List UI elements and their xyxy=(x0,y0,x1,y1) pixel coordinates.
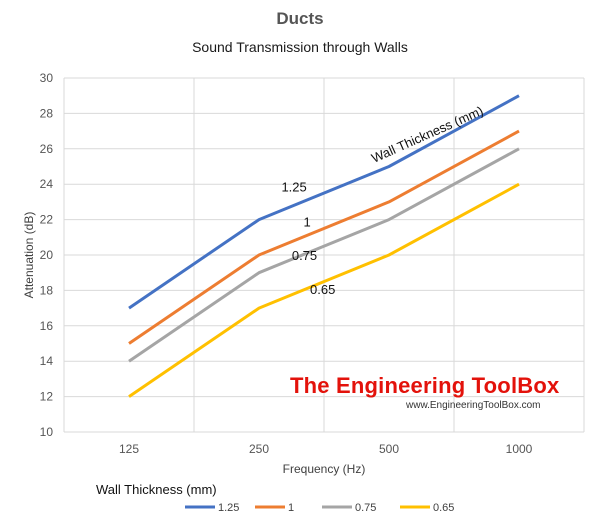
y-axis-title: Attenuation (dB) xyxy=(22,212,36,299)
x-tick-label: 125 xyxy=(119,442,139,456)
legend-label: 1 xyxy=(288,502,294,514)
watermark-brand: The Engineering ToolBox xyxy=(290,373,560,398)
y-axis-ticks: 10 12 14 16 18 20 22 24 26 28 30 xyxy=(40,71,54,439)
y-tick-label: 12 xyxy=(40,390,54,404)
series-line xyxy=(128,94,520,310)
watermark-url: www.EngineeringToolBox.com xyxy=(405,400,541,411)
x-axis-title: Frequency (Hz) xyxy=(283,462,366,476)
y-tick-label: 30 xyxy=(40,71,54,85)
y-tick-label: 28 xyxy=(40,106,54,120)
series-label: 0.75 xyxy=(292,248,317,263)
legend-label: 1.25 xyxy=(218,502,239,514)
y-tick-label: 18 xyxy=(40,283,54,297)
series-label: 1.25 xyxy=(281,179,306,194)
legend: 1.25 1 0.75 0.65 xyxy=(185,502,454,514)
y-tick-label: 26 xyxy=(40,142,54,156)
y-tick-label: 10 xyxy=(40,425,54,439)
series-lines xyxy=(128,94,520,398)
curve-label: Wall Thickness (mm) xyxy=(369,103,485,166)
x-tick-label: 500 xyxy=(379,442,399,456)
y-tick-label: 16 xyxy=(40,319,54,333)
x-axis-ticks: 125 250 500 1000 xyxy=(119,442,533,456)
y-tick-label: 20 xyxy=(40,248,54,262)
gridlines xyxy=(63,77,585,433)
x-tick-label: 250 xyxy=(249,442,269,456)
y-tick-label: 22 xyxy=(40,213,54,227)
y-tick-label: 14 xyxy=(40,354,54,368)
series-label: 1 xyxy=(303,214,310,229)
y-tick-label: 24 xyxy=(40,177,54,191)
series-line xyxy=(128,129,520,345)
legend-label: 0.65 xyxy=(433,502,454,514)
chart-title: Ducts xyxy=(276,9,323,28)
series-line xyxy=(128,147,520,363)
series-line xyxy=(128,182,520,398)
legend-label: 0.75 xyxy=(355,502,376,514)
series-annotations: 1.25 1 0.75 0.65 xyxy=(281,179,335,297)
series-label: 0.65 xyxy=(310,282,335,297)
x-tick-label: 1000 xyxy=(506,442,533,456)
chart-subtitle: Sound Transmission through Walls xyxy=(192,39,408,55)
legend-title: Wall Thickness (mm) xyxy=(96,482,217,497)
